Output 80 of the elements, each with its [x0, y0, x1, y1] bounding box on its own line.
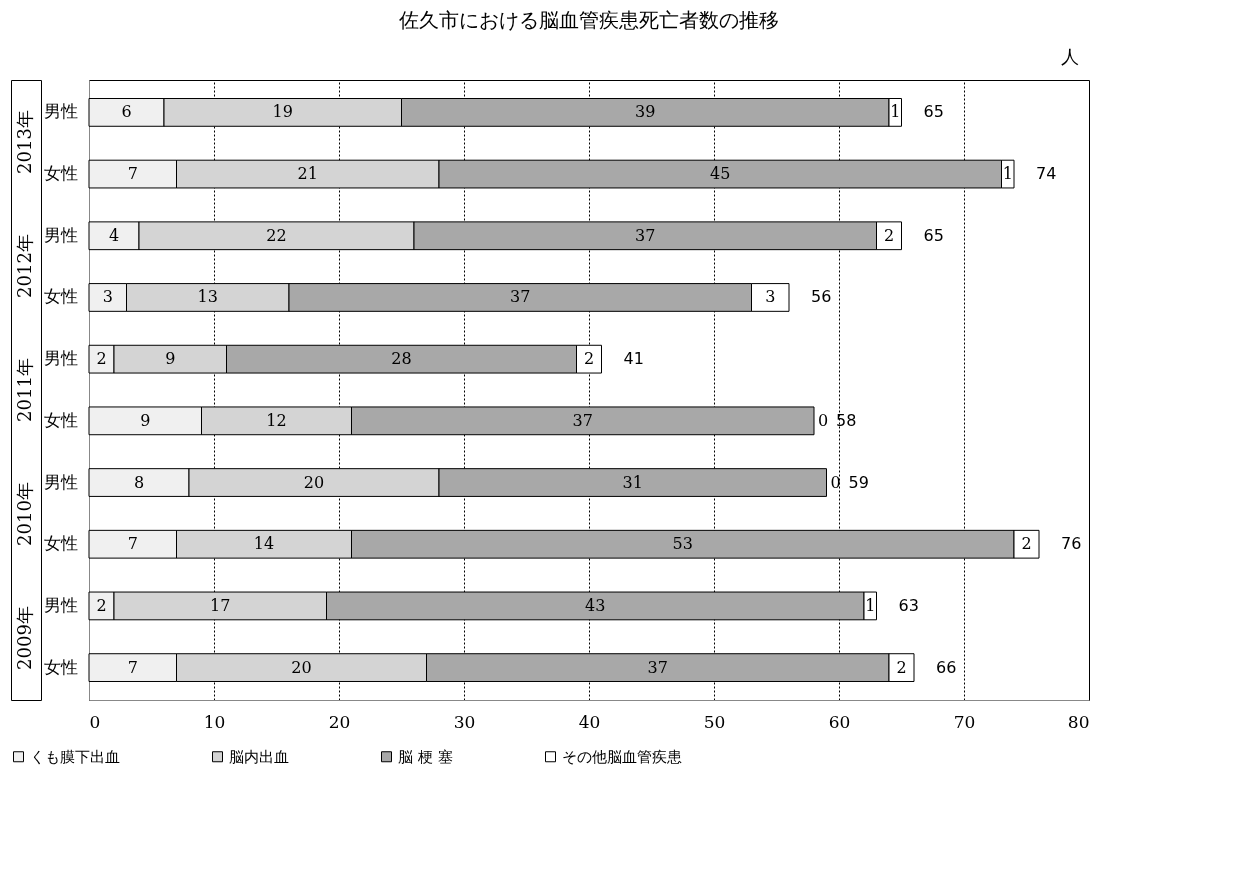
data-label: 37	[510, 287, 531, 307]
legend-label: 脳内出血	[229, 747, 289, 766]
y-tick-label: 女性	[43, 533, 78, 554]
data-label: 4	[108, 225, 120, 245]
x-tick-label: 10	[203, 711, 226, 732]
data-label: 7	[127, 164, 138, 184]
y-tick-label: 男性	[43, 471, 78, 492]
data-label: 17	[210, 595, 231, 615]
text: 2013年	[14, 110, 35, 174]
y-tick-label: 男性	[43, 224, 78, 245]
total-label: 74	[1036, 164, 1057, 184]
data-label: 19	[272, 102, 293, 122]
legend-label: その他脳血管疾患	[562, 747, 682, 766]
data-label: 1	[1002, 164, 1013, 184]
text: 2012年	[14, 234, 35, 298]
x-tick-label: 60	[828, 711, 851, 732]
chart-title: 佐久市における脳血管疾患死亡者数の推移	[399, 8, 779, 32]
x-tick-label: 80	[1067, 711, 1090, 732]
data-label: 22	[266, 225, 287, 245]
data-label: 37	[572, 410, 593, 430]
data-label: 12	[266, 410, 287, 430]
total-label: 56	[811, 287, 832, 307]
x-tick-label: 70	[953, 711, 976, 732]
data-label: 45	[710, 164, 731, 184]
text: 2011年	[14, 358, 35, 422]
data-label: 2	[96, 595, 107, 615]
data-label: 9	[165, 349, 176, 369]
data-label: 2	[883, 225, 895, 245]
legend-label: くも膜下出血	[30, 747, 120, 766]
data-label: 28	[391, 349, 412, 369]
data-label: 7	[127, 657, 138, 677]
data-label: 31	[622, 472, 643, 492]
total-label: 76	[1061, 534, 1082, 554]
x-tick-label: 50	[703, 711, 726, 732]
data-label: 37	[635, 225, 656, 245]
data-label: 37	[647, 657, 668, 677]
total-label: 63	[898, 595, 919, 615]
y-tick-label: 男性	[43, 594, 78, 615]
y-tick-label: 女性	[43, 656, 78, 677]
x-tick-label: 0	[89, 711, 101, 732]
data-label: 3	[765, 287, 776, 307]
data-label: 7	[127, 534, 138, 554]
y-tick-label: 女性	[43, 409, 78, 430]
data-label: 0	[830, 472, 841, 492]
data-label: 2	[896, 657, 907, 677]
x-tick-label: 20	[328, 711, 351, 732]
data-label: 21	[297, 164, 318, 184]
y-tick-label: 男性	[43, 348, 78, 369]
data-label: 8	[133, 472, 145, 492]
data-label: 9	[140, 410, 151, 430]
data-label: 2	[1021, 534, 1032, 554]
total-label: 58	[836, 410, 857, 430]
total-label: 65	[923, 225, 944, 245]
x-tick-label: 30	[453, 711, 476, 732]
data-label: 13	[197, 287, 218, 307]
total-label: 41	[623, 349, 644, 369]
x-tick-label: 40	[578, 711, 601, 732]
total-label: 65	[923, 102, 944, 122]
data-label: 20	[291, 657, 312, 677]
text: 人	[1061, 46, 1079, 67]
data-label: 39	[635, 102, 656, 122]
data-label: 2	[96, 349, 107, 369]
data-label: 2	[583, 349, 595, 369]
legend-label: 脳 梗 塞	[398, 747, 453, 766]
data-label: 1	[865, 595, 876, 615]
data-label: 3	[102, 287, 113, 307]
total-label: 66	[936, 657, 957, 677]
y-tick-label: 女性	[43, 163, 78, 184]
text: 2009年	[14, 606, 35, 670]
data-label: 14	[253, 534, 275, 554]
total-label: 59	[848, 472, 869, 492]
data-label: 1	[890, 102, 901, 122]
text: 2010年	[14, 482, 35, 546]
data-label: 43	[585, 595, 606, 615]
y-tick-label: 男性	[43, 101, 78, 122]
y-tick-label: 女性	[43, 286, 78, 307]
data-label: 20	[303, 472, 325, 492]
data-label: 6	[121, 102, 132, 122]
data-label: 53	[672, 534, 693, 554]
data-label: 0	[818, 410, 829, 430]
